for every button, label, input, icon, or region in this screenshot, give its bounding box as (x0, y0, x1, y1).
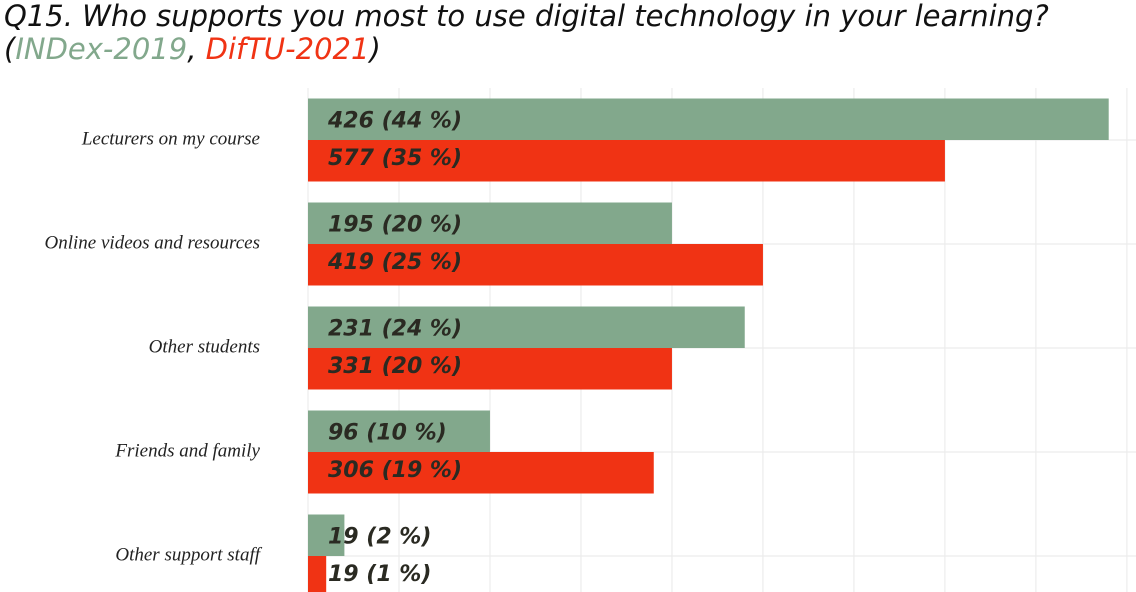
bar (308, 140, 945, 182)
legend-entry: INDex-2019 (15, 32, 187, 66)
bar (308, 452, 654, 494)
y-tick-label: Other support staff (115, 544, 262, 565)
data-label: 96 (10 %) (328, 420, 447, 445)
bar (308, 244, 763, 286)
y-tick-label: Other students (149, 336, 260, 357)
data-label: 19 (1 %) (328, 562, 431, 587)
bar (308, 348, 672, 390)
data-label: 577 (35 %) (328, 146, 462, 171)
data-label: 419 (25 %) (327, 250, 462, 275)
subtitle-punct: ) (367, 32, 380, 66)
data-label: 195 (20 %) (328, 212, 462, 237)
y-tick-label: Friends and family (114, 440, 260, 461)
bar (308, 202, 672, 244)
legend-entry: DifTU-2021 (206, 32, 370, 66)
data-label: 331 (20 %) (328, 354, 462, 379)
data-label: 306 (19 %) (328, 458, 462, 483)
subtitle-punct: , (187, 32, 205, 66)
chart-subtitle: (INDex-2019, DifTU-2021) (4, 32, 381, 66)
bar (308, 514, 345, 556)
bar (308, 410, 490, 452)
y-tick-label: Lecturers on my course (81, 128, 260, 149)
bar (308, 556, 327, 592)
data-label: 19 (2 %) (328, 524, 431, 549)
data-label: 426 (44 %) (327, 108, 462, 133)
subtitle-punct: ( (4, 32, 17, 66)
bar (308, 98, 1109, 140)
chart-title: Q15. Who supports you most to use digita… (4, 0, 1049, 33)
bar (308, 306, 745, 348)
y-tick-label: Online videos and resources (45, 232, 260, 253)
data-label: 231 (24 %) (328, 316, 462, 341)
